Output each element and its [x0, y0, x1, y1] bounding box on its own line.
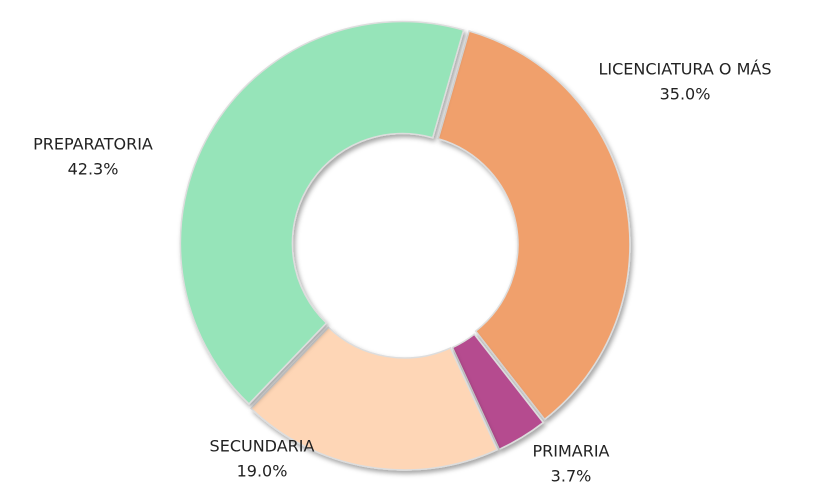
slice [179, 20, 465, 406]
donut [179, 20, 631, 471]
slice-label: PREPARATORIA [33, 135, 153, 154]
slice [451, 333, 545, 451]
slice-value: 19.0% [237, 462, 288, 481]
slice-value: 3.7% [551, 467, 592, 486]
slice-value: 35.0% [660, 85, 711, 104]
slice-label: SECUNDARIA [210, 437, 315, 456]
slice-label: PRIMARIA [532, 442, 609, 461]
slice [250, 326, 499, 471]
slice [437, 30, 631, 421]
slice-label: LICENCIATURA O MÁS [598, 60, 771, 79]
slice-value: 42.3% [68, 160, 119, 179]
